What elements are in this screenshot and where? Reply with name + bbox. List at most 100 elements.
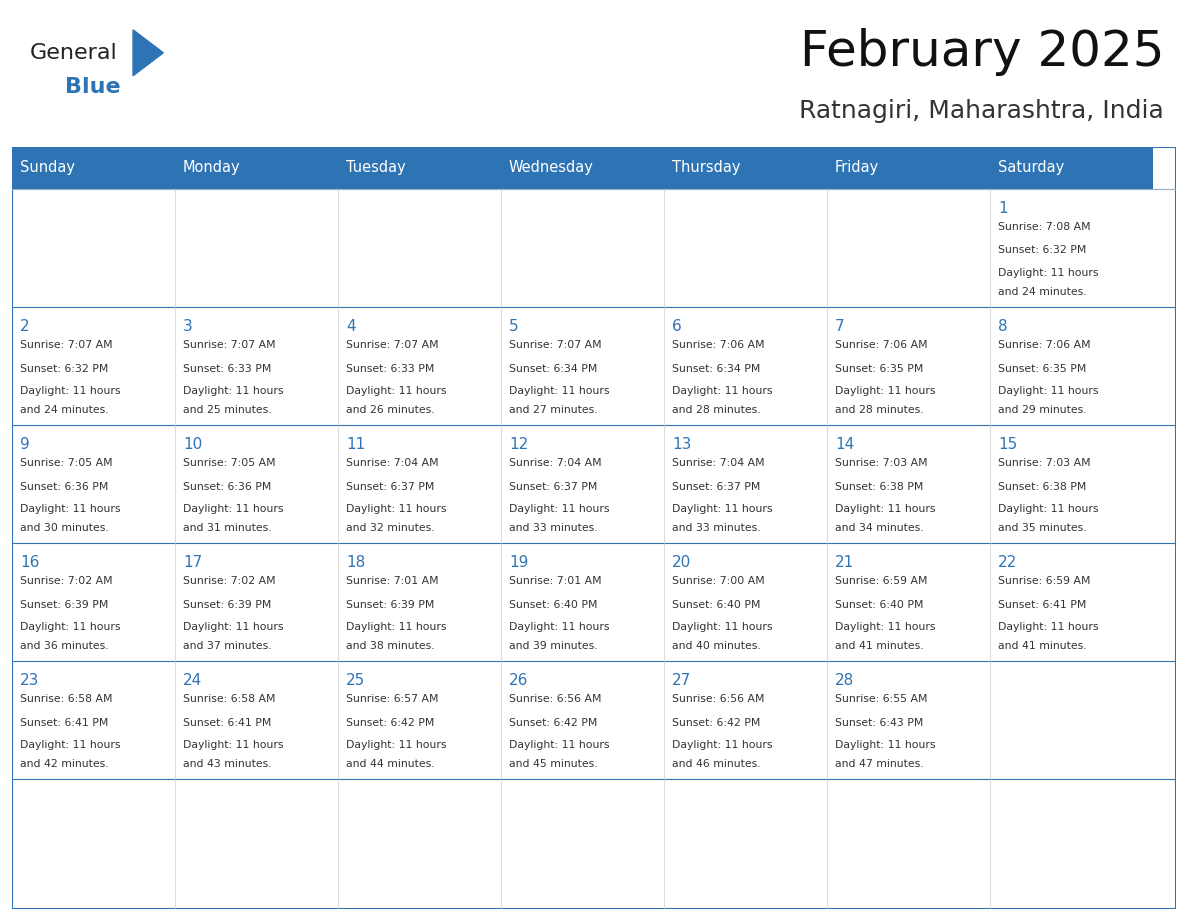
Text: 21: 21 (835, 554, 854, 570)
Text: and 36 minutes.: and 36 minutes. (20, 641, 108, 651)
Text: and 28 minutes.: and 28 minutes. (672, 405, 760, 415)
Text: 17: 17 (183, 554, 202, 570)
Text: Daylight: 11 hours: Daylight: 11 hours (672, 504, 772, 514)
Text: Sunset: 6:39 PM: Sunset: 6:39 PM (20, 599, 108, 610)
Text: Daylight: 11 hours: Daylight: 11 hours (20, 622, 120, 633)
Text: Sunrise: 6:56 AM: Sunrise: 6:56 AM (508, 694, 601, 704)
Text: and 40 minutes.: and 40 minutes. (672, 641, 760, 651)
Text: Sunset: 6:40 PM: Sunset: 6:40 PM (835, 599, 923, 610)
Text: and 37 minutes.: and 37 minutes. (183, 641, 272, 651)
Text: Daylight: 11 hours: Daylight: 11 hours (346, 622, 447, 633)
Text: Sunset: 6:42 PM: Sunset: 6:42 PM (346, 718, 435, 728)
Text: Daylight: 11 hours: Daylight: 11 hours (508, 622, 609, 633)
Text: Sunset: 6:36 PM: Sunset: 6:36 PM (20, 482, 108, 492)
Text: 26: 26 (508, 673, 529, 688)
Text: 3: 3 (183, 319, 192, 334)
Text: Daylight: 11 hours: Daylight: 11 hours (183, 504, 284, 514)
FancyBboxPatch shape (12, 189, 175, 307)
Text: Sunset: 6:32 PM: Sunset: 6:32 PM (20, 364, 108, 374)
Text: and 43 minutes.: and 43 minutes. (183, 759, 272, 769)
FancyBboxPatch shape (664, 661, 827, 779)
Text: Daylight: 11 hours: Daylight: 11 hours (835, 740, 935, 750)
Text: Sunrise: 7:04 AM: Sunrise: 7:04 AM (672, 458, 765, 468)
Text: and 24 minutes.: and 24 minutes. (998, 286, 1087, 297)
Text: 20: 20 (672, 554, 691, 570)
FancyBboxPatch shape (501, 661, 664, 779)
FancyBboxPatch shape (175, 307, 337, 425)
Text: 5: 5 (508, 319, 519, 334)
Text: Daylight: 11 hours: Daylight: 11 hours (672, 386, 772, 396)
Text: and 31 minutes.: and 31 minutes. (183, 523, 272, 533)
FancyBboxPatch shape (990, 189, 1152, 307)
Text: 13: 13 (672, 437, 691, 452)
Text: and 45 minutes.: and 45 minutes. (508, 759, 598, 769)
FancyBboxPatch shape (12, 661, 175, 779)
Text: Sunrise: 6:57 AM: Sunrise: 6:57 AM (346, 694, 438, 704)
FancyBboxPatch shape (827, 189, 990, 307)
Text: Sunrise: 6:55 AM: Sunrise: 6:55 AM (835, 694, 928, 704)
Text: 1: 1 (998, 201, 1007, 216)
Text: 24: 24 (183, 673, 202, 688)
Text: Blue: Blue (65, 77, 121, 97)
Text: Sunset: 6:37 PM: Sunset: 6:37 PM (508, 482, 598, 492)
FancyBboxPatch shape (12, 307, 175, 425)
Text: Tuesday: Tuesday (346, 161, 406, 175)
Text: 15: 15 (998, 437, 1017, 452)
Text: Daylight: 11 hours: Daylight: 11 hours (672, 622, 772, 633)
Text: Daylight: 11 hours: Daylight: 11 hours (835, 504, 935, 514)
Text: Daylight: 11 hours: Daylight: 11 hours (672, 740, 772, 750)
Text: Sunrise: 7:01 AM: Sunrise: 7:01 AM (346, 577, 438, 587)
Text: Sunrise: 7:07 AM: Sunrise: 7:07 AM (346, 340, 438, 350)
Text: Sunrise: 7:04 AM: Sunrise: 7:04 AM (508, 458, 601, 468)
Text: and 25 minutes.: and 25 minutes. (183, 405, 272, 415)
Text: 14: 14 (835, 437, 854, 452)
Text: February 2025: February 2025 (800, 28, 1164, 76)
Text: Daylight: 11 hours: Daylight: 11 hours (998, 504, 1099, 514)
Text: and 41 minutes.: and 41 minutes. (998, 641, 1087, 651)
FancyBboxPatch shape (664, 307, 827, 425)
Text: Sunrise: 6:59 AM: Sunrise: 6:59 AM (998, 577, 1091, 587)
FancyBboxPatch shape (501, 307, 664, 425)
Text: and 34 minutes.: and 34 minutes. (835, 523, 923, 533)
Text: Sunrise: 7:04 AM: Sunrise: 7:04 AM (346, 458, 438, 468)
Text: and 47 minutes.: and 47 minutes. (835, 759, 923, 769)
Text: Sunday: Sunday (20, 161, 75, 175)
Text: Sunset: 6:39 PM: Sunset: 6:39 PM (183, 599, 271, 610)
Text: and 35 minutes.: and 35 minutes. (998, 523, 1087, 533)
Text: Daylight: 11 hours: Daylight: 11 hours (183, 386, 284, 396)
Text: 22: 22 (998, 554, 1017, 570)
Text: and 33 minutes.: and 33 minutes. (672, 523, 760, 533)
Text: Sunset: 6:34 PM: Sunset: 6:34 PM (672, 364, 760, 374)
Text: and 27 minutes.: and 27 minutes. (508, 405, 598, 415)
Text: Sunrise: 7:03 AM: Sunrise: 7:03 AM (998, 458, 1091, 468)
Text: Sunset: 6:35 PM: Sunset: 6:35 PM (835, 364, 923, 374)
FancyBboxPatch shape (12, 147, 175, 189)
Text: 4: 4 (346, 319, 355, 334)
Text: Sunset: 6:38 PM: Sunset: 6:38 PM (835, 482, 923, 492)
FancyBboxPatch shape (12, 425, 175, 543)
FancyBboxPatch shape (990, 661, 1152, 779)
Text: and 42 minutes.: and 42 minutes. (20, 759, 108, 769)
Text: and 32 minutes.: and 32 minutes. (346, 523, 435, 533)
FancyBboxPatch shape (827, 307, 990, 425)
FancyBboxPatch shape (501, 425, 664, 543)
FancyBboxPatch shape (664, 147, 827, 189)
Text: Sunrise: 7:03 AM: Sunrise: 7:03 AM (835, 458, 928, 468)
Text: Sunrise: 7:07 AM: Sunrise: 7:07 AM (20, 340, 113, 350)
Text: Sunrise: 7:01 AM: Sunrise: 7:01 AM (508, 577, 601, 587)
FancyBboxPatch shape (501, 189, 664, 307)
FancyBboxPatch shape (337, 189, 501, 307)
Text: Sunset: 6:41 PM: Sunset: 6:41 PM (20, 718, 108, 728)
Text: 6: 6 (672, 319, 682, 334)
Text: Sunset: 6:43 PM: Sunset: 6:43 PM (835, 718, 923, 728)
Text: Sunrise: 6:56 AM: Sunrise: 6:56 AM (672, 694, 765, 704)
Text: 8: 8 (998, 319, 1007, 334)
Text: Sunrise: 6:59 AM: Sunrise: 6:59 AM (835, 577, 928, 587)
Text: 23: 23 (20, 673, 39, 688)
Text: 18: 18 (346, 554, 365, 570)
Text: Sunset: 6:42 PM: Sunset: 6:42 PM (672, 718, 760, 728)
Text: Sunset: 6:40 PM: Sunset: 6:40 PM (508, 599, 598, 610)
Text: Sunrise: 7:05 AM: Sunrise: 7:05 AM (183, 458, 276, 468)
Text: Daylight: 11 hours: Daylight: 11 hours (346, 386, 447, 396)
FancyBboxPatch shape (337, 543, 501, 661)
